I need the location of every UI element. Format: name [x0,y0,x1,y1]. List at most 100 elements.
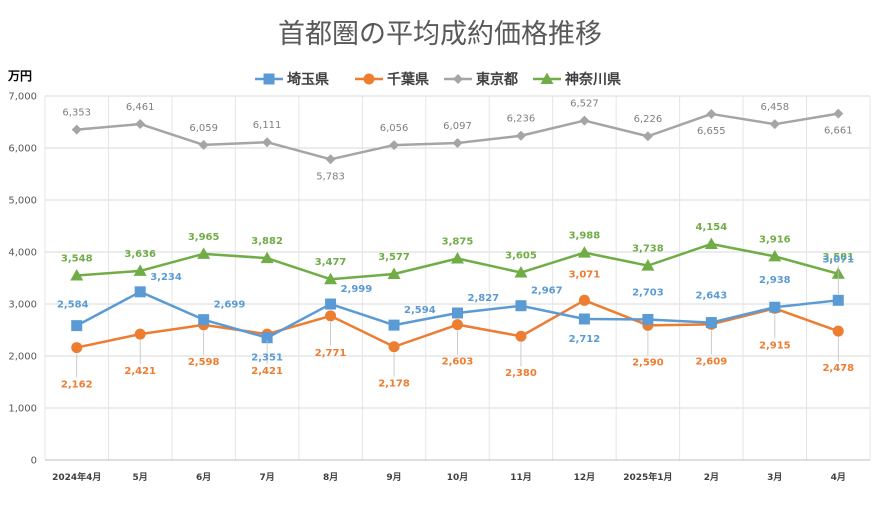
saitama-data-label: 2,703 [632,287,664,298]
legend-tokyo-label: 東京都 [476,71,518,88]
chiba-data-label: 2,603 [442,357,474,368]
kanagawa-data-label: 3,477 [315,257,347,268]
saitama-data-label: 2,584 [57,300,89,311]
y-tick-label: 7,000 [8,92,37,103]
tokyo-data-label: 6,111 [253,120,282,131]
y-tick-label: 3,000 [8,300,37,311]
x-tick-label: 2024年4月 [52,471,101,483]
chiba-point [832,325,844,337]
kanagawa-data-label: 3,988 [569,231,601,242]
grid-lines [44,95,871,460]
chiba-point [452,319,463,331]
chiba-data-label: 2,915 [759,340,791,351]
x-tick-label: 11月 [510,472,532,483]
saitama-point [325,298,337,310]
saitama-data-label: 2,712 [569,334,601,345]
tokyo-point [833,108,844,119]
kanagawa-point [768,249,782,262]
kanagawa-data-label: 3,581 [822,252,854,263]
tokyo-point [389,140,400,151]
y-tick-label: 4,000 [8,248,37,259]
chiba-data-label: 2,478 [822,363,854,374]
saitama-point [261,332,273,344]
y-tick-label: 2,000 [8,352,37,363]
saitama-point [832,294,844,306]
legend-chiba-label: 千葉県 [387,71,429,88]
x-tick-label: 4月 [831,472,846,483]
x-tick-label: 2月 [704,472,719,483]
saitama-point [515,300,527,312]
kanagawa-point [641,259,655,271]
chiba-data-label: 2,421 [251,366,283,377]
chiba-data-label: 2,590 [632,357,664,368]
tokyo-data-label: 6,059 [189,123,218,134]
chiba-data-label: 2,421 [124,366,156,377]
saitama-data-label: 2,938 [759,275,791,286]
kanagawa-data-label: 3,738 [632,244,664,255]
tokyo-point [706,108,717,119]
kanagawa-data-label: 3,548 [61,254,93,265]
legend-saitama-label: 埼玉県 [287,71,329,88]
tokyo-point [452,137,463,148]
saitama-point [71,320,83,332]
tokyo-point [515,130,526,141]
tokyo-data-label: 6,461 [126,102,155,113]
saitama-data-label: 2,827 [468,293,500,304]
kanagawa-data-label: 3,916 [759,234,791,245]
x-tick-label: 5月 [133,472,148,483]
kanagawa-point [704,237,718,249]
y-tick-label: 6,000 [8,144,37,155]
saitama-point [452,307,463,319]
x-tick-label: 8月 [323,472,338,483]
kanagawa-point [514,266,528,278]
kanagawa-data-label: 3,577 [378,252,410,263]
kanagawa-point [451,252,464,264]
saitama-data-label: 2,967 [531,286,563,297]
kanagawa-point [577,246,591,258]
legend-chiba-marker [363,73,375,85]
kanagawa-data-label: 3,875 [442,237,474,248]
legend-kanagawa-label: 神奈川県 [565,71,621,88]
data-labels: 6,353 6,461 6,059 6,111 5,783 6,056 6,097 6,236… [57,99,854,391]
saitama-point [198,314,210,326]
saitama-data-label: 3,071 [822,254,854,265]
tokyo-point [642,131,653,142]
legend-kanagawa-marker [540,72,554,84]
x-tick-label: 9月 [386,472,401,483]
saitama-point [388,319,400,331]
saitama-point [769,301,781,313]
tokyo-point [769,119,780,130]
y-axis-unit-label: 万円 [7,69,32,83]
x-tick-label: 10月 [447,472,469,483]
tokyo-point [579,115,590,126]
chiba-data-label: 2,162 [61,380,93,391]
kanagawa-data-label: 3,605 [505,251,537,262]
kanagawa-point [197,247,211,259]
kanagawa-data-label: 3,965 [188,232,220,243]
tokyo-data-label: 5,783 [316,171,345,182]
series-lines [70,108,845,354]
y-tick-label: 1,000 [8,404,37,415]
chiba-point [578,294,590,306]
x-tick-label: 2025年1月 [623,471,672,483]
chiba-data-label: 2,598 [188,357,220,368]
chiba-point [388,341,400,353]
x-tick-label: 6月 [196,472,211,483]
saitama-data-label: 2,643 [696,291,728,302]
chiba-point [325,310,337,322]
saitama-point [642,313,654,325]
chiba-point [515,330,527,342]
x-tick-label: 7月 [259,472,274,483]
chiba-data-label: 2,771 [315,348,347,359]
tokyo-data-label: 6,226 [634,114,663,125]
tokyo-point [71,124,82,135]
kanagawa-data-label: 3,636 [124,249,156,260]
x-tick-label: 3月 [767,472,782,483]
saitama-data-label: 2,594 [404,305,436,316]
legend-tokyo-marker [453,74,463,84]
tokyo-data-label: 6,353 [62,108,91,119]
tokyo-data-label: 6,056 [380,123,409,134]
kanagawa-point [133,264,147,276]
chiba-data-label: 2,380 [505,368,537,379]
tokyo-point [135,119,146,130]
